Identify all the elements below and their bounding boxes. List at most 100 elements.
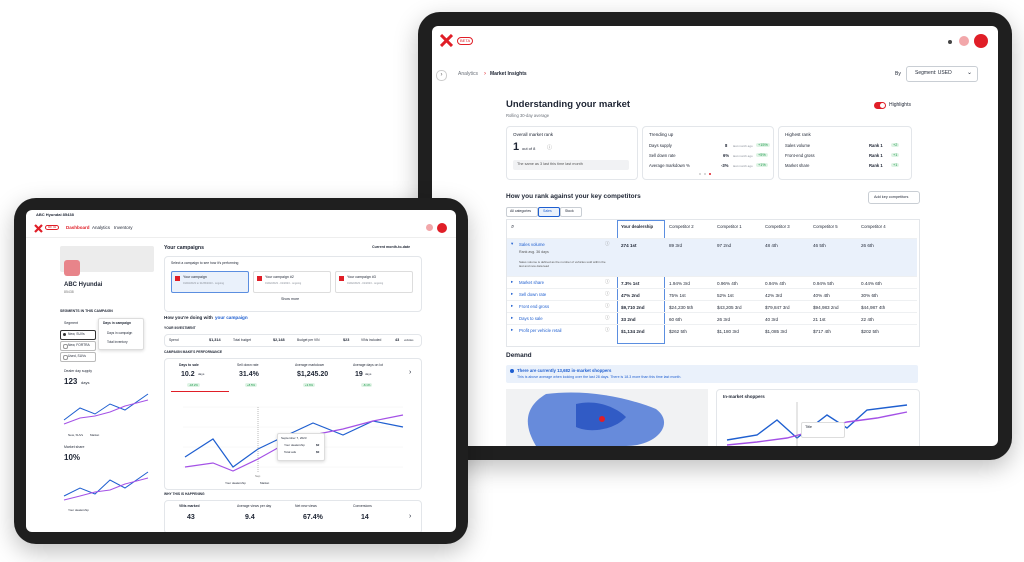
chevron-right-icon[interactable]: ▸ [511, 291, 514, 296]
back-logo[interactable] [439, 33, 454, 48]
breadcrumb-root[interactable]: Analytics [458, 71, 479, 77]
market-share-value: 10% [64, 453, 81, 462]
campaign-dates: 01/02/2023 - 01/2023 - ongoing [265, 282, 302, 285]
row-metric-label[interactable]: Days to sale [519, 315, 543, 321]
filter-chip-label: All categories [510, 209, 532, 213]
campaigns-period[interactable]: Current month-to-date [372, 245, 411, 249]
competitors-table: ⌕ Your dealership Competitor 2 Competitor … [506, 219, 920, 347]
table-cell: 42% 3rd [765, 292, 783, 298]
row-metric-label[interactable]: Market share [519, 279, 545, 285]
nav-analytics[interactable]: Analytics [92, 225, 111, 230]
back-beta-badge: BETA [457, 37, 474, 45]
segment-option-0[interactable]: New, SUVs [60, 330, 96, 340]
metric-dropdown[interactable]: Days in campaign Days in campaign Total … [98, 318, 144, 350]
metric-label[interactable]: Sell down rate [237, 363, 259, 367]
row-metric-label[interactable]: Sales volume [519, 241, 545, 247]
table-row[interactable]: ▸ Market share ⓘ 7.3% 1st 1.94% 3rd 0.96% 4th… [507, 276, 917, 289]
x-tick: Sep [255, 474, 261, 478]
table-search-icon[interactable]: ⌕ [511, 224, 515, 230]
table-row[interactable]: ▸ Front end gross ⓘ $9,710 2nd $24,230 5th $4… [507, 300, 917, 313]
filter-chip-stock[interactable]: Stock [560, 207, 582, 217]
doing-campaign-link[interactable]: your campaign [215, 315, 248, 320]
chevron-down-icon[interactable]: ▾ [511, 241, 514, 246]
metric-label[interactable]: Average markdown [295, 363, 325, 367]
next-why-chevron-icon[interactable]: › [409, 513, 412, 520]
chart-legend-dealership: Your dealership [225, 481, 246, 485]
table-cell: 274 1st [621, 242, 637, 248]
why-value: 14 [361, 514, 369, 521]
info-icon[interactable]: ⓘ [605, 303, 610, 308]
chevron-right-icon[interactable]: ▸ [511, 279, 514, 284]
chevron-right-icon[interactable]: ▸ [511, 327, 514, 332]
table-row[interactable]: ▸ Days to sale ⓘ 33 2nd 60 6th 26 3rd 40 3rd 21… [507, 312, 917, 325]
info-icon[interactable]: ⓘ [605, 279, 610, 284]
filter-chip-sales[interactable]: Sales [538, 207, 560, 217]
why-value: 43 [187, 514, 195, 521]
dropdown-option[interactable]: Total inventory [107, 340, 128, 344]
back-tablet: BETA › Analytics › Market Insights By Se… [418, 12, 1012, 460]
info-icon[interactable]: ⓘ [605, 241, 610, 246]
info-icon [510, 369, 514, 373]
info-icon[interactable]: ⓘ [605, 327, 610, 332]
table-row[interactable]: ▾ Sales volume ⓘ Rank avg. 36 days Sales vol… [507, 238, 917, 277]
table-cell: $1,085 3rd [765, 328, 787, 334]
table-row[interactable]: ▸ Sell down rate ⓘ 47% 2nd 75% 1st 52% 1st 42%… [507, 288, 917, 301]
highlights-toggle[interactable] [874, 102, 886, 109]
dropdown-option[interactable]: Days in campaign [107, 331, 133, 335]
chevron-right-icon[interactable]: ▸ [511, 315, 514, 320]
metric-label[interactable]: Days to sale [179, 363, 199, 367]
table-cell: 33 2nd [621, 316, 636, 322]
info-icon[interactable]: ⓘ [547, 145, 553, 151]
table-cell: 22 4th [861, 316, 874, 322]
logo-x-icon [439, 33, 454, 48]
logo-x-icon[interactable] [34, 224, 43, 233]
segment-option-1[interactable]: New, FORTRA [60, 341, 96, 351]
why-label[interactable]: VINs marked [179, 504, 200, 508]
nav-inventory[interactable]: Inventory [114, 225, 133, 230]
in-market-tooltip: Title [801, 422, 845, 438]
table-cell: 26 3rd [717, 316, 731, 322]
tooltip-row-value: $0 [316, 450, 320, 454]
metric-value: 19 [355, 371, 363, 378]
card-title: Overall market rank [513, 132, 554, 137]
wave-icon[interactable] [426, 224, 433, 231]
dealer-supply-chart [63, 393, 149, 425]
campaign-card-2[interactable]: Your campaign #3 01/02/2023 - 01/2023 - … [335, 271, 413, 293]
carousel-dots[interactable] [699, 173, 713, 176]
row-metric-label[interactable]: Profit per vehicle retail [519, 327, 562, 333]
investment-label: VINs included [361, 338, 382, 342]
add-competitors-button[interactable]: Add key competitors [868, 191, 920, 204]
why-label[interactable]: Conversions [353, 504, 372, 508]
avatar[interactable] [437, 223, 447, 233]
why-label[interactable]: Average views per day [237, 504, 272, 508]
investment-row: Spend $1,314 Total budget $2,148 Budget … [164, 334, 422, 347]
campaign-card-0[interactable]: Your campaign 01/03/2023 to 31/05/2023 -… [171, 271, 249, 293]
column-header: Competitor 4 [861, 224, 886, 229]
wave-icon[interactable] [959, 36, 969, 46]
segment-option-2[interactable]: Used, SUVs [60, 352, 96, 362]
filter-chip-all[interactable]: All categories [506, 207, 538, 217]
notification-dot-icon[interactable] [948, 40, 952, 44]
campaign-card-1[interactable]: Your campaign #2 01/02/2023 - 01/2023 - … [253, 271, 331, 293]
show-more-link[interactable]: Show more [281, 297, 300, 301]
trend-badge: +15% [756, 143, 770, 147]
demand-banner-sub: This is above average when looking over … [517, 375, 682, 379]
row-metric-label[interactable]: Sell down rate [519, 291, 547, 297]
page-subtitle: Rolling 30-day average [506, 113, 550, 118]
table-cell: $717 4th [813, 328, 831, 334]
row-metric-label[interactable]: Front end gross [519, 303, 550, 309]
table-row[interactable]: ▸ Profit per vehicle retail ⓘ $1,134 2nd $26… [507, 324, 917, 337]
segment-dropdown[interactable]: Segment: USED ⌄ [906, 66, 978, 82]
info-icon[interactable]: ⓘ [605, 291, 610, 296]
why-label[interactable]: Net new views [295, 504, 317, 508]
info-icon[interactable]: ⓘ [605, 315, 610, 320]
chevron-right-icon[interactable]: ▸ [511, 303, 514, 308]
table-cell: 1.94% 3rd [669, 280, 690, 286]
avatar[interactable] [974, 34, 988, 48]
collapse-sidebar-button[interactable]: › [436, 70, 447, 81]
next-metric-chevron-icon[interactable]: › [409, 369, 412, 376]
metric-unit: days [198, 372, 205, 376]
shopper-map[interactable] [506, 389, 708, 446]
metric-label[interactable]: Average days on lot [353, 363, 383, 367]
nav-dashboard[interactable]: Dashboard [66, 225, 90, 230]
